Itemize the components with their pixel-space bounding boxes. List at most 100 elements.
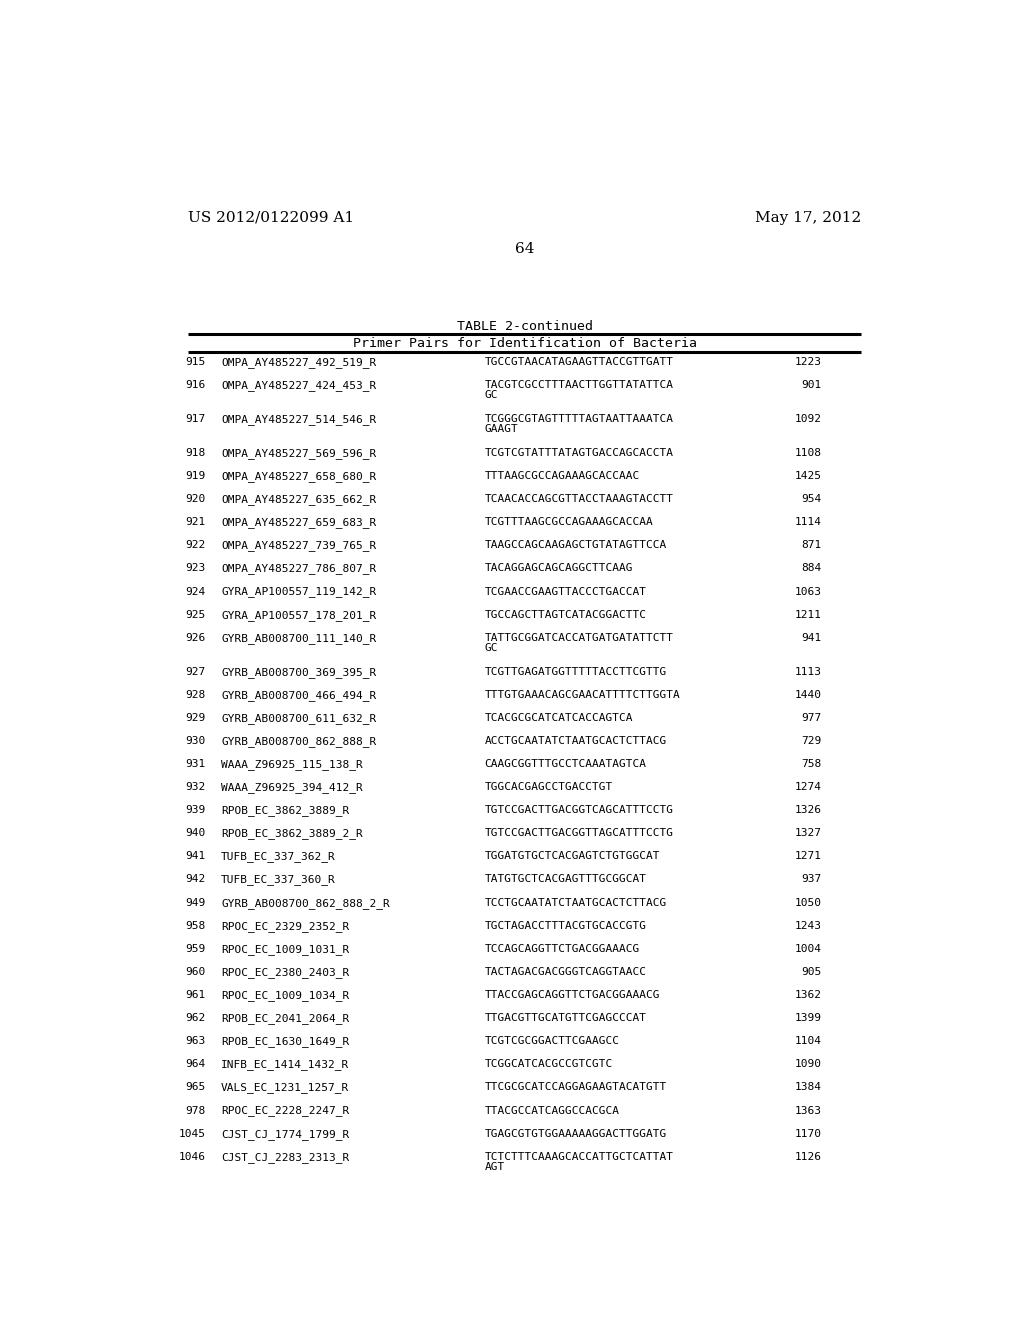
Text: 926: 926: [185, 632, 206, 643]
Text: 1004: 1004: [795, 944, 821, 954]
Text: TGCCAGCTTAGTCATACGGACTTC: TGCCAGCTTAGTCATACGGACTTC: [484, 610, 646, 619]
Text: CAAGCGGTTTGCCTCAAATAGTCA: CAAGCGGTTTGCCTCAAATAGTCA: [484, 759, 646, 770]
Text: 932: 932: [185, 781, 206, 792]
Text: OMPA_AY485227_492_519_R: OMPA_AY485227_492_519_R: [221, 358, 376, 368]
Text: US 2012/0122099 A1: US 2012/0122099 A1: [188, 211, 354, 224]
Text: TCGGGCGTAGTTTTTAGTAATTAAATCA: TCGGGCGTAGTTTTTAGTAATTAAATCA: [484, 414, 674, 424]
Text: GYRA_AP100557_178_201_R: GYRA_AP100557_178_201_R: [221, 610, 376, 620]
Text: 920: 920: [185, 494, 206, 504]
Text: RPOC_EC_2228_2247_R: RPOC_EC_2228_2247_R: [221, 1106, 349, 1117]
Text: GYRB_AB008700_862_888_R: GYRB_AB008700_862_888_R: [221, 737, 376, 747]
Text: 871: 871: [802, 540, 821, 550]
Text: TTTAAGCGCCAGAAAGCACCAAC: TTTAAGCGCCAGAAAGCACCAAC: [484, 471, 640, 480]
Text: TGAGCGTGTGGAAAAAGGACTTGGATG: TGAGCGTGTGGAAAAAGGACTTGGATG: [484, 1129, 667, 1139]
Text: 758: 758: [802, 759, 821, 770]
Text: 962: 962: [185, 1014, 206, 1023]
Text: 1170: 1170: [795, 1129, 821, 1139]
Text: TAAGCCAGCAAGAGCTGTATAGTTCCA: TAAGCCAGCAAGAGCTGTATAGTTCCA: [484, 540, 667, 550]
Text: 918: 918: [185, 447, 206, 458]
Text: RPOC_EC_2380_2403_R: RPOC_EC_2380_2403_R: [221, 966, 349, 978]
Text: TCGAACCGAAGTTACCCTGACCAT: TCGAACCGAAGTTACCCTGACCAT: [484, 586, 646, 597]
Text: TACTAGACGACGGGTCAGGTAACC: TACTAGACGACGGGTCAGGTAACC: [484, 966, 646, 977]
Text: 929: 929: [185, 713, 206, 723]
Text: 977: 977: [802, 713, 821, 723]
Text: 923: 923: [185, 564, 206, 573]
Text: OMPA_AY485227_569_596_R: OMPA_AY485227_569_596_R: [221, 447, 376, 459]
Text: 729: 729: [802, 737, 821, 746]
Text: TGCCGTAACATAGAAGTTACCGTTGATT: TGCCGTAACATAGAAGTTACCGTTGATT: [484, 358, 674, 367]
Text: TUFB_EC_337_360_R: TUFB_EC_337_360_R: [221, 875, 336, 886]
Text: TCACGCGCATCATCACCAGTCA: TCACGCGCATCATCACCAGTCA: [484, 713, 633, 723]
Text: Primer Pairs for Identification of Bacteria: Primer Pairs for Identification of Bacte…: [353, 337, 696, 350]
Text: 942: 942: [185, 875, 206, 884]
Text: TCGGCATCACGCCGTCGTC: TCGGCATCACGCCGTCGTC: [484, 1059, 612, 1069]
Text: 1104: 1104: [795, 1036, 821, 1047]
Text: TACAGGAGCAGCAGGCTTCAAG: TACAGGAGCAGCAGGCTTCAAG: [484, 564, 633, 573]
Text: TGTCCGACTTGACGGTTAGCATTTCCTG: TGTCCGACTTGACGGTTAGCATTTCCTG: [484, 829, 674, 838]
Text: TCCTGCAATATCTAATGCACTCTTACG: TCCTGCAATATCTAATGCACTCTTACG: [484, 898, 667, 908]
Text: AGT: AGT: [484, 1162, 505, 1172]
Text: 1045: 1045: [178, 1129, 206, 1139]
Text: OMPA_AY485227_514_546_R: OMPA_AY485227_514_546_R: [221, 414, 376, 425]
Text: TCCAGCAGGTTCTGACGGAAACG: TCCAGCAGGTTCTGACGGAAACG: [484, 944, 640, 954]
Text: 1126: 1126: [795, 1151, 821, 1162]
Text: 931: 931: [185, 759, 206, 770]
Text: RPOC_EC_1009_1034_R: RPOC_EC_1009_1034_R: [221, 990, 349, 1001]
Text: 963: 963: [185, 1036, 206, 1047]
Text: 915: 915: [185, 358, 206, 367]
Text: RPOB_EC_2041_2064_R: RPOB_EC_2041_2064_R: [221, 1014, 349, 1024]
Text: 1243: 1243: [795, 921, 821, 931]
Text: 1114: 1114: [795, 517, 821, 527]
Text: 884: 884: [802, 564, 821, 573]
Text: 924: 924: [185, 586, 206, 597]
Text: 1063: 1063: [795, 586, 821, 597]
Text: 1327: 1327: [795, 829, 821, 838]
Text: INFB_EC_1414_1432_R: INFB_EC_1414_1432_R: [221, 1059, 349, 1071]
Text: RPOB_EC_3862_3889_R: RPOB_EC_3862_3889_R: [221, 805, 349, 816]
Text: WAAA_Z96925_115_138_R: WAAA_Z96925_115_138_R: [221, 759, 362, 770]
Text: 965: 965: [185, 1082, 206, 1093]
Text: 916: 916: [185, 380, 206, 391]
Text: GYRB_AB008700_369_395_R: GYRB_AB008700_369_395_R: [221, 667, 376, 677]
Text: TABLE 2-continued: TABLE 2-continued: [457, 321, 593, 333]
Text: 1050: 1050: [795, 898, 821, 908]
Text: 1108: 1108: [795, 447, 821, 458]
Text: 949: 949: [185, 898, 206, 908]
Text: 941: 941: [185, 851, 206, 862]
Text: 1092: 1092: [795, 414, 821, 424]
Text: 1271: 1271: [795, 851, 821, 862]
Text: 927: 927: [185, 667, 206, 677]
Text: 961: 961: [185, 990, 206, 1001]
Text: 1326: 1326: [795, 805, 821, 816]
Text: GC: GC: [484, 391, 498, 400]
Text: 905: 905: [802, 966, 821, 977]
Text: 1362: 1362: [795, 990, 821, 1001]
Text: 928: 928: [185, 689, 206, 700]
Text: 1090: 1090: [795, 1059, 821, 1069]
Text: OMPA_AY485227_659_683_R: OMPA_AY485227_659_683_R: [221, 517, 376, 528]
Text: 922: 922: [185, 540, 206, 550]
Text: OMPA_AY485227_635_662_R: OMPA_AY485227_635_662_R: [221, 494, 376, 506]
Text: 919: 919: [185, 471, 206, 480]
Text: TUFB_EC_337_362_R: TUFB_EC_337_362_R: [221, 851, 336, 862]
Text: RPOC_EC_2329_2352_R: RPOC_EC_2329_2352_R: [221, 921, 349, 932]
Text: TCGTCGTATTTATAGTGACCAGCACCTA: TCGTCGTATTTATAGTGACCAGCACCTA: [484, 447, 674, 458]
Text: 1363: 1363: [795, 1106, 821, 1115]
Text: TTACGCCATCAGGCCACGCA: TTACGCCATCAGGCCACGCA: [484, 1106, 620, 1115]
Text: 930: 930: [185, 737, 206, 746]
Text: TTACCGAGCAGGTTCTGACGGAAACG: TTACCGAGCAGGTTCTGACGGAAACG: [484, 990, 660, 1001]
Text: GC: GC: [484, 643, 498, 652]
Text: WAAA_Z96925_394_412_R: WAAA_Z96925_394_412_R: [221, 781, 362, 793]
Text: GAAGT: GAAGT: [484, 424, 518, 434]
Text: GYRB_AB008700_466_494_R: GYRB_AB008700_466_494_R: [221, 689, 376, 701]
Text: TGGATGTGCTCACGAGTCTGTGGCAT: TGGATGTGCTCACGAGTCTGTGGCAT: [484, 851, 660, 862]
Text: 940: 940: [185, 829, 206, 838]
Text: TTGACGTTGCATGTTCGAGCCCAT: TTGACGTTGCATGTTCGAGCCCAT: [484, 1014, 646, 1023]
Text: 1399: 1399: [795, 1014, 821, 1023]
Text: GYRB_AB008700_111_140_R: GYRB_AB008700_111_140_R: [221, 632, 376, 644]
Text: May 17, 2012: May 17, 2012: [755, 211, 861, 224]
Text: TATGTGCTCACGAGTTTGCGGCAT: TATGTGCTCACGAGTTTGCGGCAT: [484, 875, 646, 884]
Text: RPOB_EC_3862_3889_2_R: RPOB_EC_3862_3889_2_R: [221, 829, 362, 840]
Text: 1046: 1046: [178, 1151, 206, 1162]
Text: TATTGCGGATCACCATGATGATATTCTT: TATTGCGGATCACCATGATGATATTCTT: [484, 632, 674, 643]
